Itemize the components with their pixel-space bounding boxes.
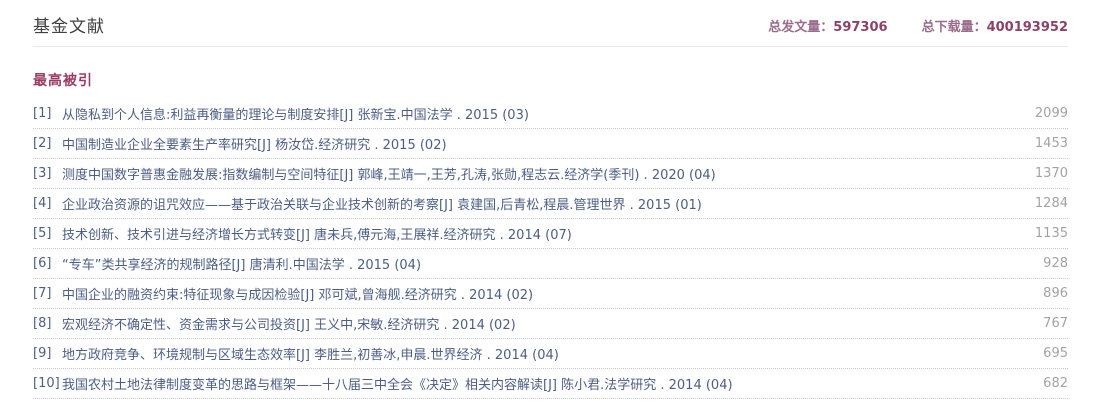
total-downloads-label: 总下载量： [921, 20, 987, 35]
citation-list-item: [8] 宏观经济不确定性、资金需求与公司投资[J] 王义中,宋敏.经济研究 . … [33, 309, 1068, 339]
citation-list-item: [2] 中国制造业企业全要素生产率研究[J] 杨汝岱.经济研究 . 2015 (… [33, 129, 1068, 159]
citation-list-item: [4] 企业政治资源的诅咒效应——基于政治关联与企业技术创新的考察[J] 袁建国… [33, 189, 1068, 219]
citation-count: 1453 [1034, 136, 1068, 151]
citation-rank: [2] [33, 136, 52, 151]
citation-count: 928 [1043, 256, 1068, 271]
page-header: 基金文献 总发文量：597306 总下载量：400193952 [33, 12, 1068, 47]
citation-link[interactable]: “专车”类共享经济的规制路径[J] 唐清利.中国法学 . 2015 (04) [62, 258, 422, 273]
header-stats: 总发文量：597306 总下载量：400193952 [768, 16, 1068, 37]
most-cited-list: [1] 从隐私到个人信息:利益再衡量的理论与制度安排[J] 张新宝.中国法学 .… [33, 99, 1068, 399]
total-publications-stat: 总发文量：597306 [768, 16, 887, 35]
citation-count: 1284 [1034, 196, 1068, 211]
citation-rank: [6] [33, 256, 52, 271]
citation-count: 682 [1043, 376, 1068, 391]
citation-count: 767 [1043, 316, 1068, 331]
citation-rank: [10] [33, 376, 60, 391]
page-title: 基金文献 [33, 17, 105, 37]
citation-link[interactable]: 中国制造业企业全要素生产率研究[J] 杨汝岱.经济研究 . 2015 (02) [62, 138, 447, 153]
citation-rank: [1] [33, 106, 52, 121]
citation-count: 1370 [1034, 166, 1068, 181]
citation-list-item: [3] 测度中国数字普惠金融发展:指数编制与空间特征[J] 郭峰,王靖一,王芳,… [33, 159, 1068, 189]
citation-list-item: [5] 技术创新、技术引进与经济增长方式转变[J] 唐未兵,傅元海,王展祥.经济… [33, 219, 1068, 249]
total-publications-label: 总发文量： [768, 20, 834, 35]
citation-link[interactable]: 地方政府竞争、环境规制与区域生态效率[J] 李胜兰,初善冰,申晨.世界经济 . … [62, 348, 559, 363]
citation-count: 2099 [1034, 106, 1068, 121]
citation-count: 896 [1043, 286, 1068, 301]
most-cited-section-title: 最高被引 [33, 73, 93, 89]
citation-link[interactable]: 测度中国数字普惠金融发展:指数编制与空间特征[J] 郭峰,王靖一,王芳,孔涛,张… [62, 168, 716, 183]
citation-rank: [4] [33, 196, 52, 211]
total-downloads-stat: 总下载量：400193952 [922, 16, 1068, 35]
citation-link[interactable]: 从隐私到个人信息:利益再衡量的理论与制度安排[J] 张新宝.中国法学 . 201… [62, 108, 529, 123]
total-publications-value: 597306 [833, 20, 888, 35]
citation-link[interactable]: 企业政治资源的诅咒效应——基于政治关联与企业技术创新的考察[J] 袁建国,后青松… [62, 198, 702, 213]
citation-link[interactable]: 宏观经济不确定性、资金需求与公司投资[J] 王义中,宋敏.经济研究 . 2014… [62, 318, 516, 333]
citation-link[interactable]: 中国企业的融资约束:特征现象与成因检验[J] 邓可斌,曾海舰.经济研究 . 20… [62, 288, 534, 303]
citation-count: 1135 [1034, 226, 1068, 241]
citation-rank: [8] [33, 316, 52, 331]
citation-count: 695 [1043, 346, 1068, 361]
citation-link[interactable]: 技术创新、技术引进与经济增长方式转变[J] 唐未兵,傅元海,王展祥.经济研究 .… [62, 228, 572, 243]
fund-literature-page: 基金文献 总发文量：597306 总下载量：400193952 最高被引 [1]… [33, 12, 1068, 399]
citation-rank: [3] [33, 166, 52, 181]
citation-rank: [5] [33, 226, 52, 241]
citation-link[interactable]: 我国农村土地法律制度变革的思路与框架——十八届三中全会《决定》相关内容解读[J]… [62, 378, 733, 393]
citation-list-item: [6] “专车”类共享经济的规制路径[J] 唐清利.中国法学 . 2015 (0… [33, 249, 1068, 279]
citation-rank: [7] [33, 286, 52, 301]
citation-list-item: [9] 地方政府竞争、环境规制与区域生态效率[J] 李胜兰,初善冰,申晨.世界经… [33, 339, 1068, 369]
citation-list-item: [10] 我国农村土地法律制度变革的思路与框架——十八届三中全会《决定》相关内容… [33, 369, 1068, 399]
citation-rank: [9] [33, 346, 52, 361]
total-downloads-value: 400193952 [986, 20, 1068, 35]
citation-list-item: [7] 中国企业的融资约束:特征现象与成因检验[J] 邓可斌,曾海舰.经济研究 … [33, 279, 1068, 309]
citation-list-item: [1] 从隐私到个人信息:利益再衡量的理论与制度安排[J] 张新宝.中国法学 .… [33, 99, 1068, 129]
